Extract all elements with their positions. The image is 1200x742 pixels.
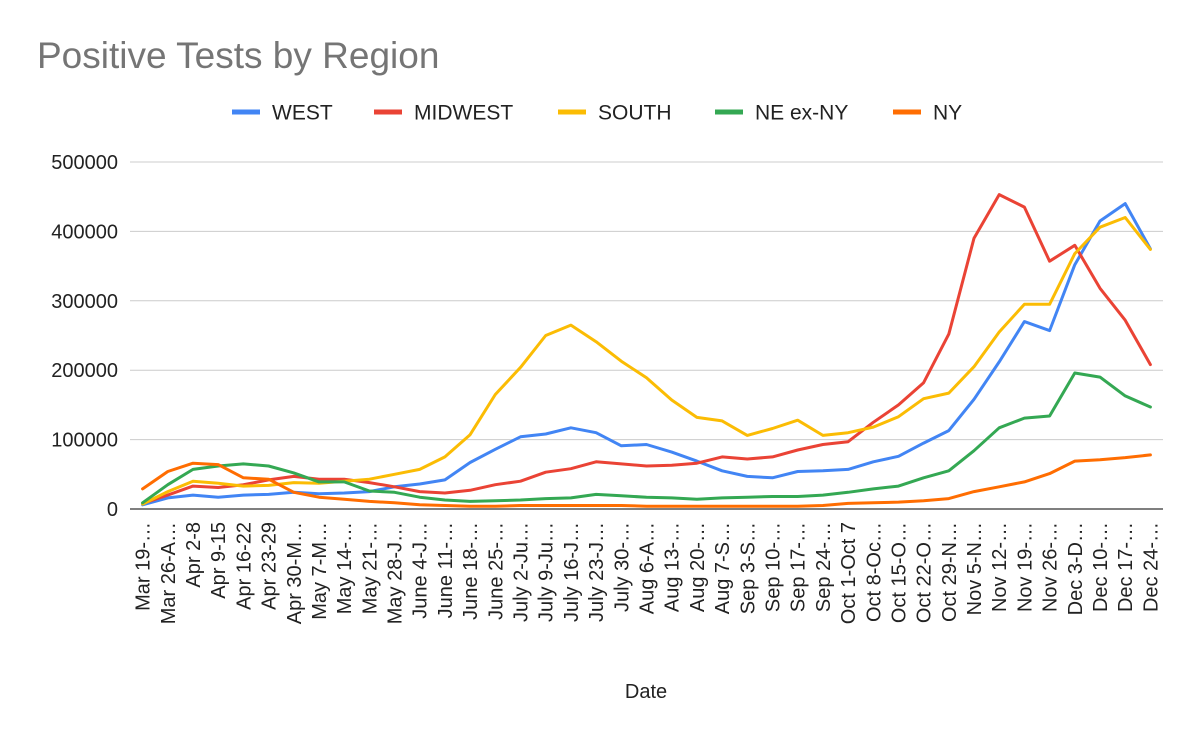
legend-label-south: SOUTH xyxy=(598,102,672,125)
legend-label-midwest: MIDWEST xyxy=(414,102,513,125)
x-tick-label: Dec 10-… xyxy=(1090,522,1112,612)
x-tick-label: July 9-Ju… xyxy=(536,522,558,622)
x-tick-label: Apr 16-22 xyxy=(233,522,255,610)
x-tick-label: July 23-J… xyxy=(586,522,608,622)
x-tick-label: Sep 10-… xyxy=(762,522,784,612)
series-line-ne-ex-ny xyxy=(141,371,1152,505)
x-tick-label: Aug 13-… xyxy=(662,522,684,612)
series-lines xyxy=(141,193,1152,508)
series-line-west xyxy=(141,202,1152,507)
x-tick-label: Oct 29-N… xyxy=(939,522,961,622)
series-line-south xyxy=(141,216,1152,506)
x-tick-label: June 25-… xyxy=(485,522,507,620)
x-tick-label: Apr 30-M… xyxy=(284,522,306,624)
y-tick-label: 400000 xyxy=(51,221,118,243)
x-tick-label: Dec 24-… xyxy=(1140,522,1162,612)
x-tick-label: Oct 1-Oct 7 xyxy=(838,522,860,624)
chart-title: Positive Tests by Region xyxy=(37,35,439,76)
x-tick-label: Nov 26-… xyxy=(1040,522,1062,612)
x-tick-label: May 7-M… xyxy=(309,522,331,620)
x-tick-label: May 21-… xyxy=(359,522,381,614)
x-tick-label: Apr 2-8 xyxy=(183,522,205,588)
y-tick-label: 100000 xyxy=(51,430,118,452)
x-tick-label: June 11-… xyxy=(435,522,457,618)
x-tick-label: Mar 26-A… xyxy=(158,522,180,624)
x-tick-label: Nov 12-… xyxy=(989,522,1011,612)
x-tick-label: Oct 15-O… xyxy=(888,522,910,623)
x-tick-label: July 16-J… xyxy=(561,522,583,622)
legend-label-ny: NY xyxy=(933,102,962,125)
x-tick-label: Oct 22-O… xyxy=(914,522,936,623)
y-tick-label: 0 xyxy=(107,499,118,521)
legend: WEST MIDWEST SOUTH NE ex-NY NY xyxy=(232,102,962,125)
x-tick-label: May 28-J… xyxy=(385,522,407,624)
x-tick-label: Aug 7-S… xyxy=(712,522,734,614)
x-tick-label: Oct 8-Oc… xyxy=(863,522,885,622)
x-tick-label: Aug 20-… xyxy=(687,522,709,612)
x-axis-ticks: Mar 19-… Mar 26-A… Apr 2-8 Apr 9-15 Apr 16-2… xyxy=(133,522,1163,624)
x-tick-label: July 2-Ju… xyxy=(511,522,533,622)
x-tick-label: June 18-… xyxy=(460,522,482,620)
x-tick-label: Sep 3-S… xyxy=(737,522,759,614)
y-tick-label: 300000 xyxy=(51,291,118,313)
series-line-midwest xyxy=(141,193,1152,505)
legend-label-ne-ex-ny: NE ex-NY xyxy=(755,102,848,125)
x-tick-label: Apr 23-29 xyxy=(259,522,281,610)
x-tick-label: Apr 9-15 xyxy=(208,522,230,599)
x-tick-label: June 4-J… xyxy=(410,522,432,619)
x-tick-label: Mar 19-… xyxy=(133,522,155,611)
y-tick-label: 500000 xyxy=(51,152,118,174)
x-tick-label: Aug 6-A… xyxy=(637,522,659,614)
legend-label-west: WEST xyxy=(272,102,333,125)
x-tick-label: Sep 24-… xyxy=(813,522,835,612)
series-line-ny xyxy=(141,453,1152,508)
x-tick-label: Nov 19-… xyxy=(1014,522,1036,612)
y-tick-label: 200000 xyxy=(51,360,118,382)
x-tick-label: Sep 17-… xyxy=(788,522,810,612)
x-tick-label: May 14-… xyxy=(334,522,356,614)
x-tick-label: Dec 3-D… xyxy=(1065,522,1087,615)
y-axis-ticks: 0 100000 200000 300000 400000 500000 xyxy=(51,152,118,521)
x-tick-label: Nov 5-N… xyxy=(964,522,986,615)
x-tick-label: July 30-… xyxy=(611,522,633,612)
x-tick-label: Dec 17-… xyxy=(1115,522,1137,612)
x-axis-title: Date xyxy=(625,681,667,703)
gridlines xyxy=(130,161,1163,441)
